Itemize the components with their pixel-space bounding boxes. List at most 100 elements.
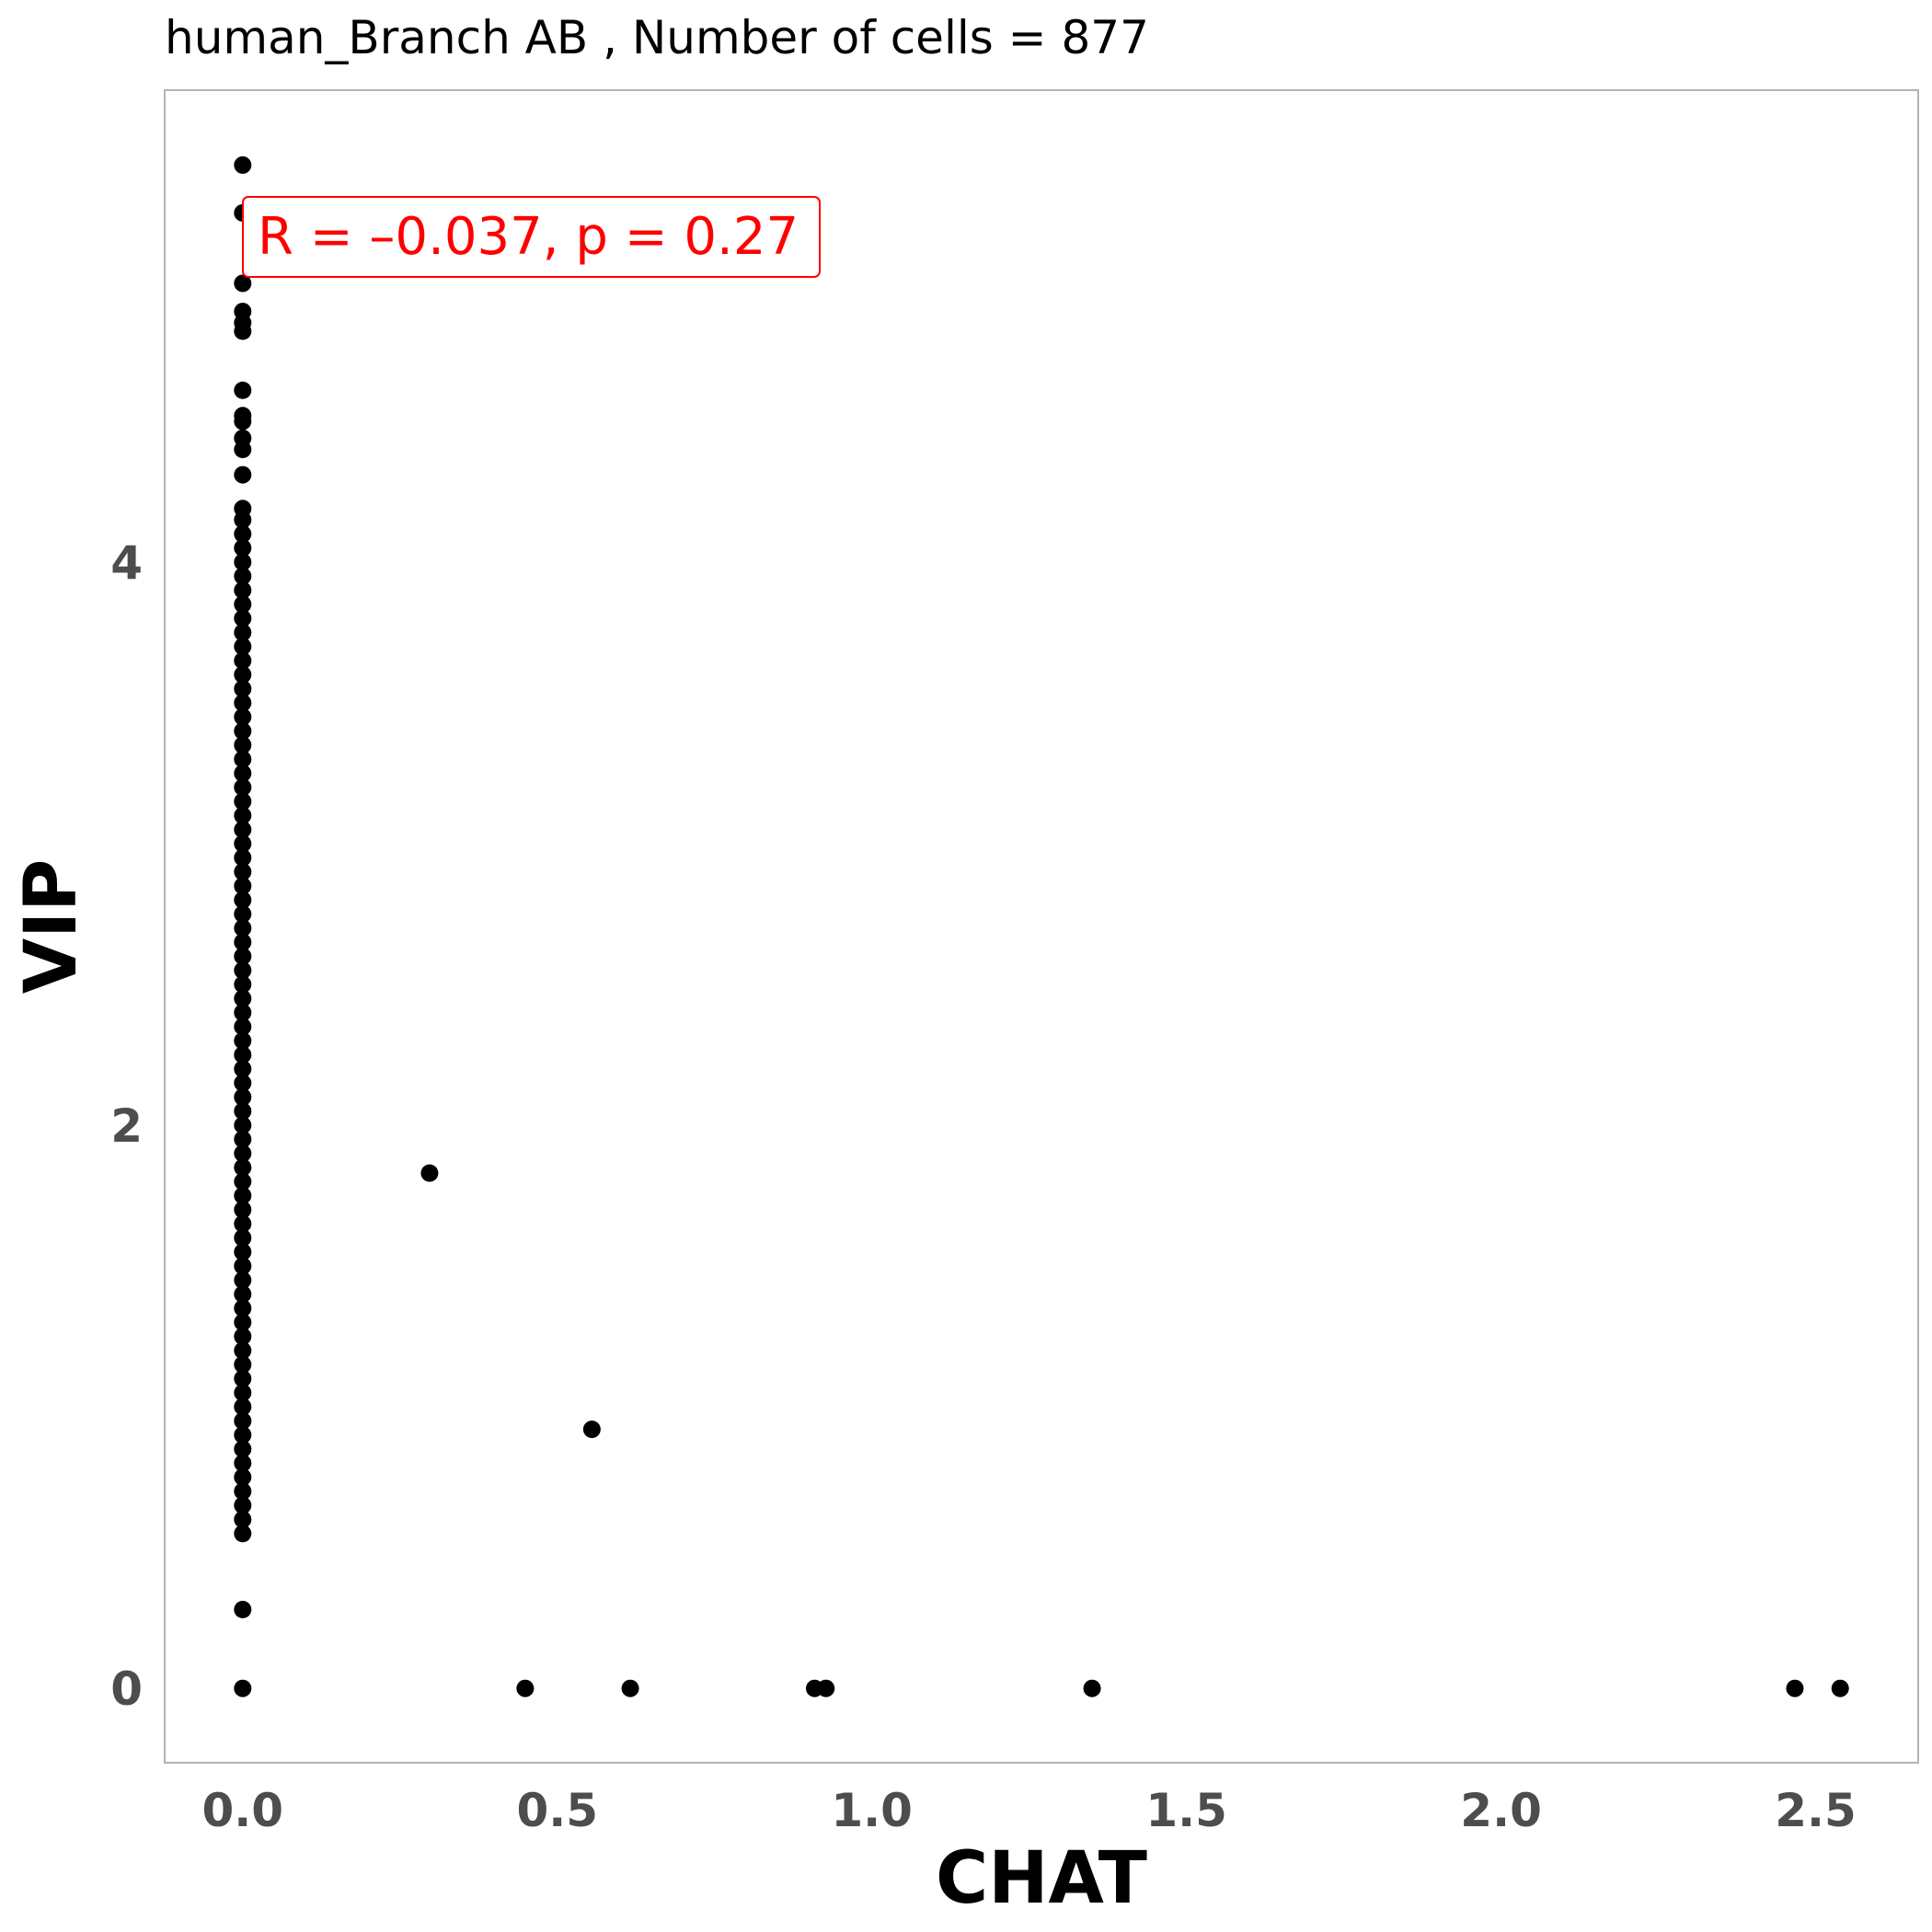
point (234, 1187, 252, 1205)
point (234, 1299, 252, 1317)
point (234, 1214, 252, 1233)
point (234, 1370, 252, 1388)
point (234, 274, 252, 293)
point (234, 155, 252, 174)
point (234, 919, 252, 937)
point (234, 665, 252, 684)
point (1083, 1679, 1101, 1697)
point (516, 1679, 535, 1697)
point (234, 441, 252, 459)
point (234, 765, 252, 783)
point (234, 1511, 252, 1529)
x-axis-title: CHAT (936, 1837, 1147, 1920)
point (234, 707, 252, 726)
point (234, 651, 252, 670)
point (234, 1087, 252, 1106)
point (621, 1679, 639, 1697)
x-tick-label: 1.5 (1145, 1784, 1227, 1837)
x-tick-label: 2.5 (1775, 1784, 1857, 1837)
point (234, 1411, 252, 1430)
point (234, 1031, 252, 1050)
point (234, 1074, 252, 1092)
point (234, 792, 252, 811)
point (234, 381, 252, 399)
point (234, 821, 252, 839)
point (234, 1328, 252, 1346)
point (234, 1601, 252, 1619)
plot-border (164, 89, 1919, 1764)
x-tick-label: 0.0 (202, 1784, 284, 1837)
point (582, 1420, 601, 1439)
point (234, 1468, 252, 1487)
point (234, 722, 252, 741)
point (234, 524, 252, 543)
point (234, 609, 252, 627)
point (234, 1229, 252, 1248)
point (234, 933, 252, 951)
point (234, 1482, 252, 1501)
point (234, 1060, 252, 1078)
point (234, 848, 252, 867)
point (234, 1355, 252, 1374)
point (420, 1164, 439, 1182)
point (234, 1313, 252, 1331)
y-tick-label: 2 (110, 1099, 143, 1153)
y-tick-label: 0 (110, 1662, 143, 1716)
point (234, 567, 252, 585)
y-tick-label: 4 (110, 536, 143, 590)
point (234, 1271, 252, 1289)
annotation-box (242, 196, 821, 278)
point (234, 1172, 252, 1190)
x-tick-label: 2.0 (1460, 1784, 1542, 1837)
point (234, 1158, 252, 1177)
point (234, 1257, 252, 1275)
point (234, 1426, 252, 1444)
annotation: R = –0.037, p = 0.27 (258, 207, 799, 267)
point (234, 1285, 252, 1304)
point (234, 1524, 252, 1543)
point (234, 1018, 252, 1036)
point (234, 905, 252, 924)
point (1831, 1679, 1849, 1697)
point (234, 638, 252, 656)
point (234, 581, 252, 600)
point (234, 1679, 252, 1697)
point (234, 595, 252, 614)
chart-title: human_Branch AB , Number of cells = 877 (165, 11, 1149, 64)
point (234, 539, 252, 558)
point (234, 1440, 252, 1458)
point (234, 989, 252, 1007)
point (234, 322, 252, 340)
point (234, 1384, 252, 1402)
point (234, 694, 252, 712)
point (234, 680, 252, 698)
point (234, 466, 252, 484)
point (234, 891, 252, 909)
point (234, 1116, 252, 1134)
point (817, 1679, 835, 1697)
point (234, 1144, 252, 1163)
point (234, 778, 252, 797)
point (234, 975, 252, 994)
point (234, 1454, 252, 1472)
point (234, 1201, 252, 1219)
point (234, 1102, 252, 1121)
x-tick-label: 0.5 (516, 1784, 598, 1837)
point (234, 863, 252, 881)
point (234, 736, 252, 754)
point (234, 623, 252, 641)
point (234, 834, 252, 853)
point (234, 1341, 252, 1360)
point (234, 1004, 252, 1022)
point (234, 961, 252, 980)
point (234, 412, 252, 431)
point (234, 1243, 252, 1261)
point (234, 750, 252, 768)
y-axis-title: VIP (10, 859, 93, 995)
point (234, 553, 252, 571)
point (234, 1397, 252, 1416)
point (234, 877, 252, 895)
point (234, 1130, 252, 1148)
point (234, 1496, 252, 1514)
